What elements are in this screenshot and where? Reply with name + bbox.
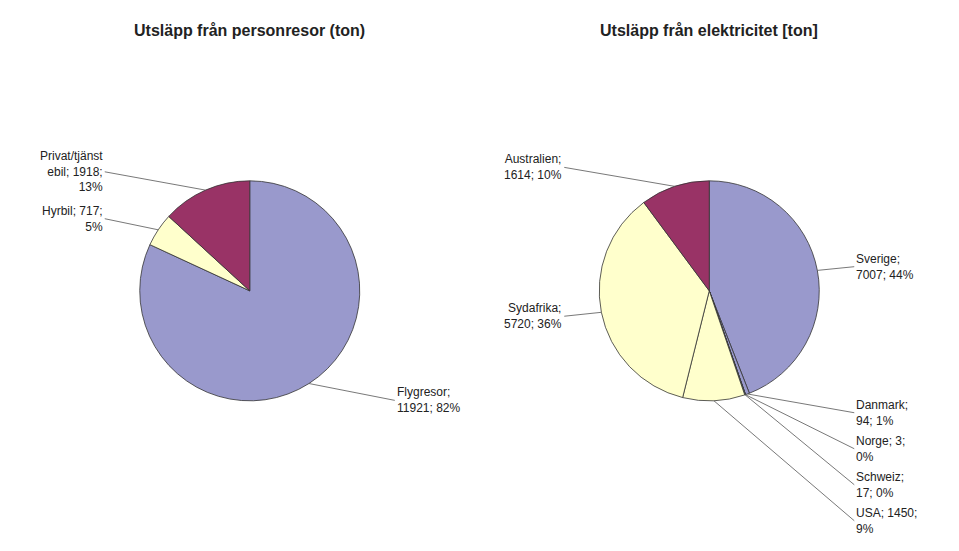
svg-text:Utsläpp från personresor (ton): Utsläpp från personresor (ton) [134, 22, 365, 39]
svg-text:Norge; 3;0%: Norge; 3;0% [856, 434, 905, 464]
svg-text:Schweiz;17; 0%: Schweiz;17; 0% [856, 470, 904, 500]
svg-text:Hyrbil; 717;5%: Hyrbil; 717;5% [42, 204, 103, 234]
svg-text:Australien;1614; 10%: Australien;1614; 10% [504, 152, 562, 182]
svg-text:Sydafrika;5720; 36%: Sydafrika;5720; 36% [504, 301, 562, 331]
svg-text:Sverige;7007; 44%: Sverige;7007; 44% [856, 252, 914, 282]
svg-text:Danmark;94; 1%: Danmark;94; 1% [856, 398, 908, 428]
svg-text:Privat/tjänstebil; 1918;13%: Privat/tjänstebil; 1918;13% [40, 149, 103, 194]
svg-text:Utsläpp från elektricitet [ton: Utsläpp från elektricitet [ton] [600, 22, 818, 39]
svg-text:USA; 1450;9%: USA; 1450;9% [856, 506, 917, 536]
svg-text:Flygresor;11921; 82%: Flygresor;11921; 82% [397, 385, 460, 415]
